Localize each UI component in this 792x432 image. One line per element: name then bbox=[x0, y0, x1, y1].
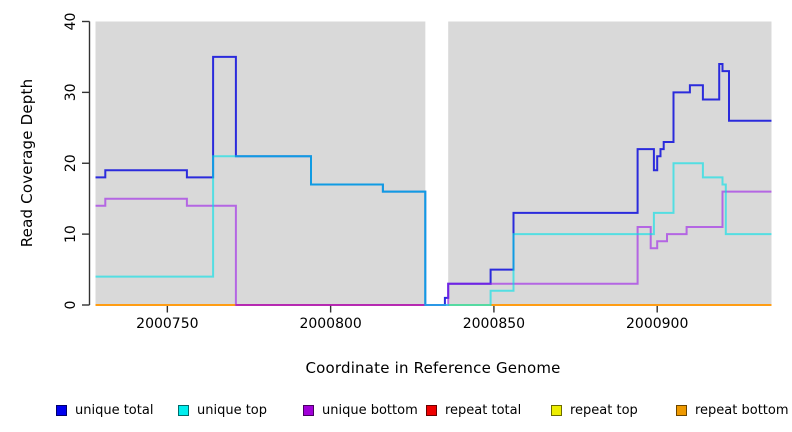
x-tick-label: 2000850 bbox=[463, 316, 525, 332]
x-tick-label: 2000800 bbox=[299, 316, 361, 332]
y-tick-label: 20 bbox=[63, 154, 79, 172]
y-axis-title: Read Coverage Depth bbox=[18, 78, 36, 248]
legend-swatch-unique-total bbox=[56, 404, 67, 416]
legend-label: repeat total bbox=[445, 402, 522, 418]
legend-item-unique-bottom: unique bottom bbox=[303, 402, 418, 418]
legend-swatch-unique-bottom bbox=[303, 404, 314, 416]
legend-item-repeat-top: repeat top bbox=[551, 402, 638, 418]
legend-label: repeat bottom bbox=[695, 402, 789, 418]
no-data-gap bbox=[425, 20, 449, 306]
legend-label: unique top bbox=[197, 402, 268, 418]
y-tick-label: 10 bbox=[63, 225, 79, 243]
legend-label: unique total bbox=[75, 402, 154, 418]
series-line-unique-top bbox=[95, 155, 772, 306]
series-line-unique-bottom bbox=[95, 190, 772, 306]
series-line-unique-total bbox=[95, 55, 772, 306]
legend-item-unique-total: unique total bbox=[56, 402, 153, 418]
x-tick-label: 2000900 bbox=[626, 316, 688, 332]
y-tick-label: 30 bbox=[63, 83, 79, 101]
legend-swatch-repeat-total bbox=[426, 404, 437, 416]
legend-swatch-unique-top bbox=[178, 404, 189, 416]
legend-item-repeat-bottom: repeat bottom bbox=[676, 402, 789, 418]
y-tick-label: 40 bbox=[63, 13, 79, 31]
legend-label: repeat top bbox=[570, 402, 638, 418]
legend-swatch-repeat-top bbox=[551, 404, 562, 416]
x-axis-title: Coordinate in Reference Genome bbox=[305, 359, 561, 377]
legend-swatch-repeat-bottom bbox=[676, 404, 687, 416]
y-tick-label: 0 bbox=[63, 301, 79, 310]
legend-label: unique bottom bbox=[322, 402, 418, 418]
x-tick-label: 2000750 bbox=[136, 316, 198, 332]
legend-item-unique-top: unique top bbox=[178, 402, 267, 418]
legend-item-repeat-total: repeat total bbox=[426, 402, 521, 418]
